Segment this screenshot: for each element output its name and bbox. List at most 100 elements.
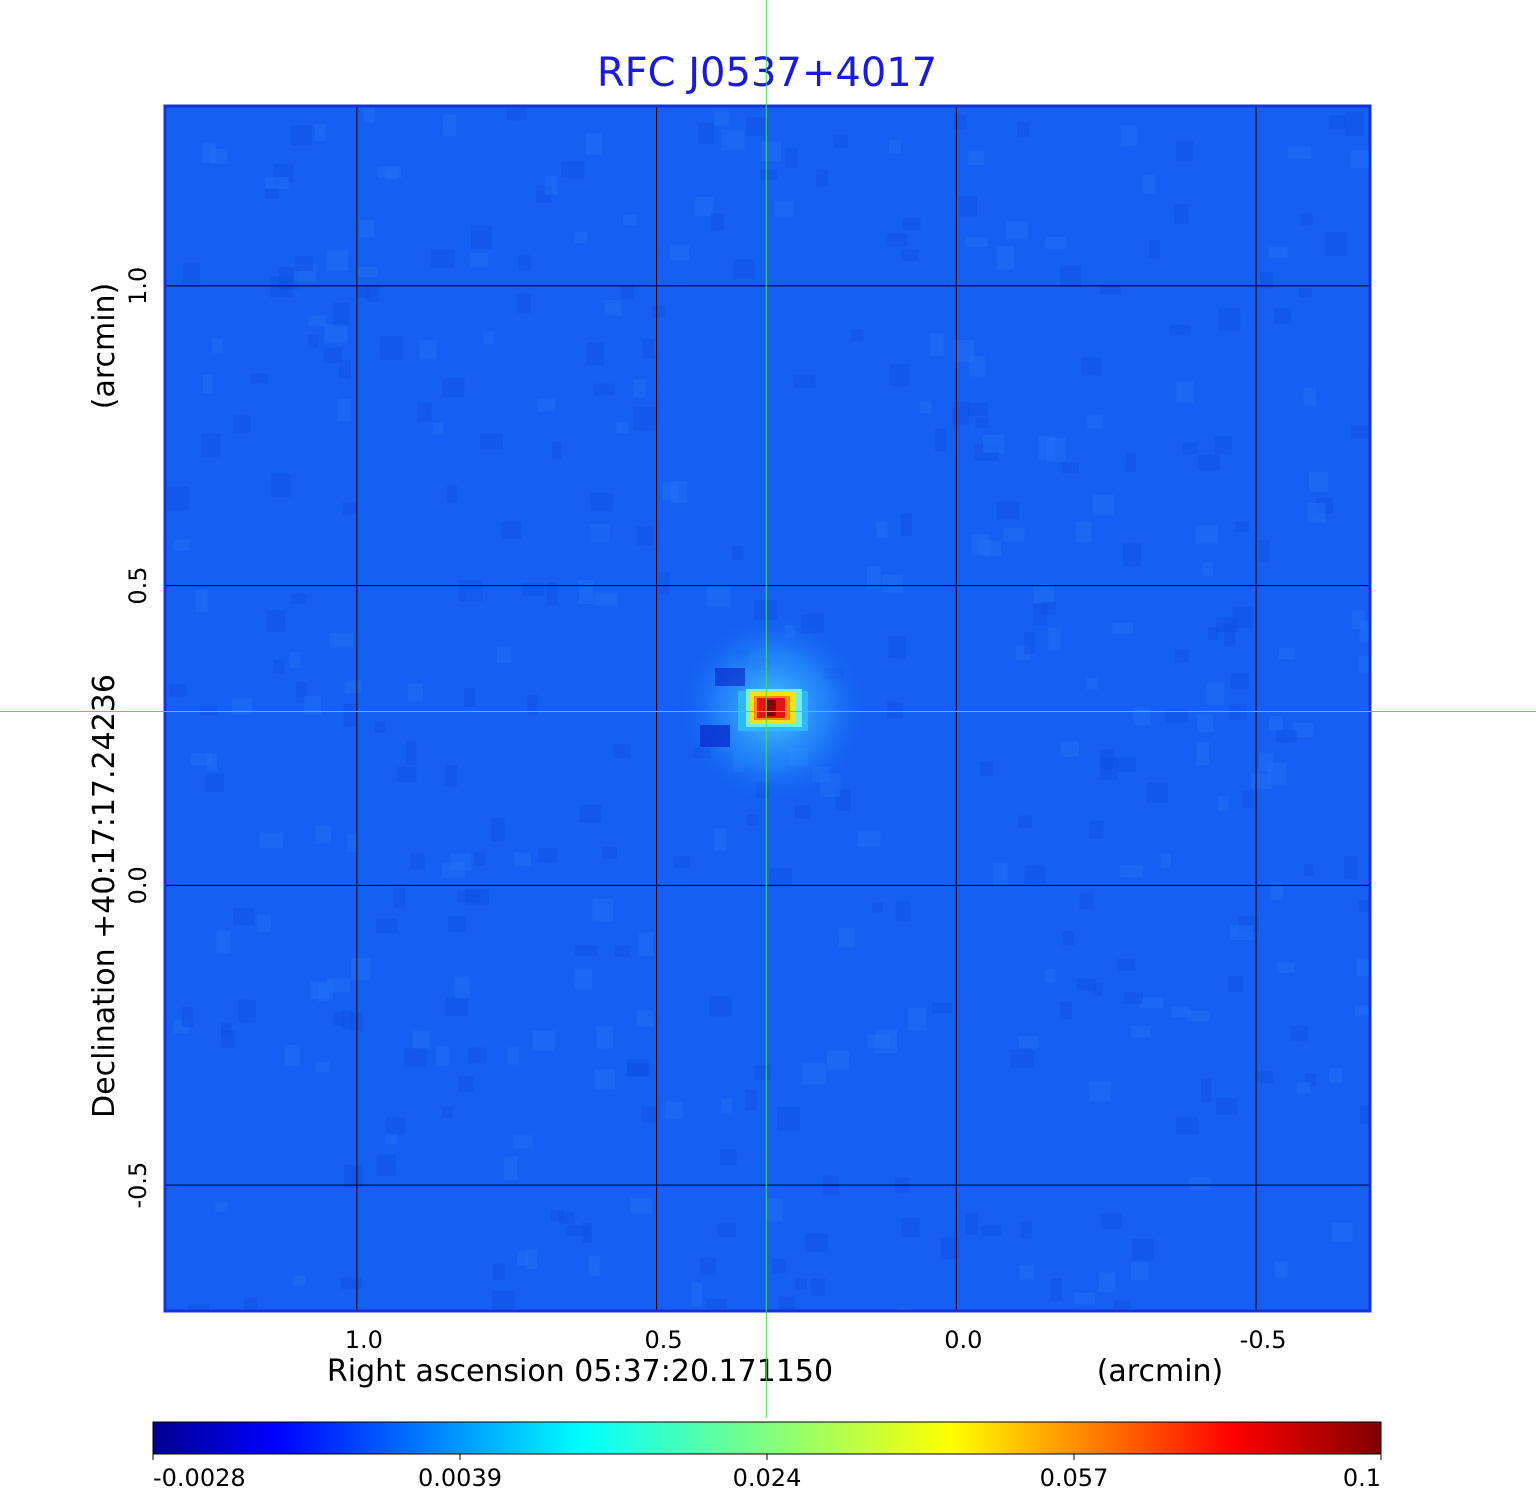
- noise-patch: [588, 523, 611, 543]
- noise-patch: [1304, 1073, 1317, 1087]
- x-axis-unit: (arcmin): [1097, 1354, 1224, 1389]
- noise-patch: [491, 818, 505, 842]
- noise-patch: [882, 574, 903, 593]
- noise-patch: [376, 918, 398, 933]
- noise-patch: [714, 111, 729, 126]
- noise-patch: [454, 976, 470, 999]
- noise-patch: [1229, 704, 1247, 720]
- noise-patch: [527, 694, 539, 715]
- y-axis-ticks: 1.0 0.5 0.0 -0.5: [124, 267, 152, 1209]
- noise-patch: [1019, 1264, 1034, 1280]
- noise-patch: [1133, 707, 1151, 726]
- noise-patch: [1060, 741, 1080, 757]
- noise-patch: [1171, 1006, 1190, 1017]
- noise-patch: [1276, 730, 1298, 743]
- noise-patch: [886, 701, 903, 720]
- noise-patch: [259, 832, 283, 849]
- noise-patch: [474, 852, 485, 866]
- noise-patch: [340, 1277, 363, 1289]
- noise-patch: [516, 293, 531, 313]
- noise-patch: [357, 286, 371, 299]
- noise-patch: [1258, 539, 1270, 563]
- noise-patch: [256, 914, 272, 932]
- noise-patch: [793, 375, 816, 389]
- noise-patch: [838, 928, 856, 948]
- noise-patch: [216, 930, 231, 954]
- noise-patch: [980, 1225, 1002, 1237]
- noise-patch: [932, 1002, 953, 1014]
- noise-patch: [1259, 752, 1274, 771]
- noise-patch: [1187, 1010, 1211, 1022]
- noise-patch: [1359, 620, 1370, 643]
- noise-patch: [324, 323, 348, 344]
- noise-patch: [969, 356, 985, 377]
- noise-patch: [1296, 1082, 1311, 1094]
- noise-patch: [358, 266, 378, 278]
- noise-patch: [731, 546, 744, 561]
- noise-patch: [523, 583, 544, 597]
- noise-patch: [633, 379, 646, 398]
- noise-patch: [265, 176, 289, 189]
- noise-patch: [329, 632, 354, 648]
- x-tick-label: 0.0: [944, 1326, 982, 1354]
- noise-patch: [1292, 722, 1314, 738]
- noise-patch: [385, 168, 398, 181]
- noise-patch: [168, 683, 187, 697]
- noise-patch: [695, 196, 714, 217]
- noise-patch: [1131, 1262, 1149, 1280]
- noise-patch: [795, 805, 811, 819]
- noise-patch: [1202, 562, 1213, 576]
- noise-patch: [210, 148, 228, 164]
- noise-patch: [296, 682, 307, 703]
- noise-patch: [1059, 1001, 1072, 1020]
- noise-patch: [167, 486, 189, 511]
- noise-patch: [1235, 521, 1249, 532]
- noise-patch: [1308, 471, 1329, 492]
- noise-patch: [442, 378, 465, 397]
- bright-source: [678, 614, 868, 804]
- noise-patch: [1356, 958, 1370, 976]
- noise-patch: [195, 589, 208, 613]
- noise-patch: [343, 703, 357, 727]
- noise-patch: [547, 582, 558, 606]
- noise-patch: [940, 1237, 960, 1260]
- noise-patch: [310, 981, 333, 1000]
- y-tick-label: 0.5: [124, 567, 152, 605]
- noise-patch: [875, 1029, 898, 1054]
- noise-patch: [626, 1062, 650, 1076]
- noise-patch: [1268, 716, 1283, 731]
- noise-patch: [294, 256, 314, 272]
- noise-patch: [483, 331, 494, 345]
- noise-patch: [315, 1061, 330, 1073]
- noise-patch: [596, 1026, 614, 1049]
- noise-patch: [1276, 962, 1295, 973]
- noise-patch: [1201, 1078, 1212, 1102]
- noise-patch: [376, 1154, 396, 1176]
- noise-patch: [975, 417, 989, 429]
- noise-patch: [374, 720, 386, 733]
- noise-patch: [1050, 1277, 1062, 1301]
- noise-patch: [1062, 930, 1075, 946]
- noise-patch: [458, 1076, 474, 1093]
- noise-patch: [1355, 1005, 1370, 1016]
- noise-patch: [1117, 958, 1136, 971]
- noise-patch: [1018, 815, 1032, 829]
- noise-patch: [1358, 899, 1370, 913]
- colorbar: [152, 1421, 1382, 1455]
- noise-patch: [1099, 284, 1121, 295]
- noise-patch: [1218, 795, 1229, 812]
- noise-patch: [965, 1213, 979, 1235]
- noise-patch: [746, 117, 768, 136]
- noise-patch: [967, 403, 988, 417]
- noise-patch: [342, 502, 357, 514]
- noise-patch: [457, 890, 481, 903]
- x-axis-title: Right ascension 05:37:20.171150: [327, 1354, 833, 1389]
- noise-patch: [1197, 454, 1221, 471]
- noise-patch: [1351, 149, 1370, 168]
- noise-patch: [379, 336, 403, 360]
- x-tick-label: 0.5: [645, 1326, 683, 1354]
- noise-patch: [199, 704, 218, 716]
- noise-patch: [811, 1278, 826, 1296]
- noise-patch: [238, 999, 256, 1023]
- noise-patch: [1020, 1221, 1033, 1239]
